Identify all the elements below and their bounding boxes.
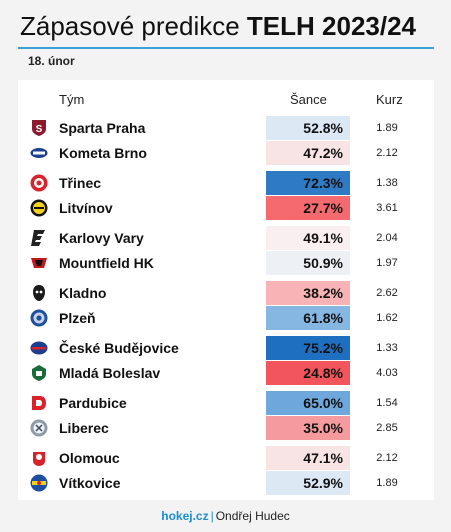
litvinov-logo-icon xyxy=(30,199,48,217)
title-underline xyxy=(18,47,434,49)
team-name: Plzeň xyxy=(59,310,96,326)
team-name: Třinec xyxy=(59,175,102,191)
team-row: Plzeň 61.8% 1.62 xyxy=(18,306,434,330)
mlada-boleslav-logo-icon xyxy=(30,364,48,382)
betting-odds: 2.12 xyxy=(376,452,398,464)
team-row: Kladno 38.2% 2.62 xyxy=(18,281,434,305)
betting-odds: 1.97 xyxy=(376,257,398,269)
team-row: Pardubice 65.0% 1.54 xyxy=(18,391,434,415)
karlovy-vary-logo-icon xyxy=(30,229,48,247)
team-row: Kometa Brno 47.2% 2.12 xyxy=(18,141,434,165)
sparta-logo-icon: S xyxy=(30,119,48,137)
kometa-logo-icon xyxy=(30,144,48,162)
team-row: České Budějovice 75.2% 1.33 xyxy=(18,336,434,360)
page-title: Zápasové predikce TELH 2023/24 xyxy=(20,10,416,42)
kladno-logo-icon xyxy=(30,284,48,302)
win-chance: 75.2% xyxy=(266,336,350,360)
betting-odds: 2.04 xyxy=(376,232,398,244)
betting-odds: 3.61 xyxy=(376,202,398,214)
team-name: Liberec xyxy=(59,420,109,436)
team-row: Třinec 72.3% 1.38 xyxy=(18,171,434,195)
header-odds: Kurz xyxy=(376,92,403,107)
betting-odds: 1.54 xyxy=(376,397,398,409)
vitkovice-logo-icon xyxy=(30,474,48,492)
team-row: Karlovy Vary 49.1% 2.04 xyxy=(18,226,434,250)
ceske-budejovice-logo-icon xyxy=(30,339,48,357)
win-chance: 24.8% xyxy=(266,361,350,385)
win-chance: 50.9% xyxy=(266,251,350,275)
win-chance: 35.0% xyxy=(266,416,350,440)
date-label: 18. únor xyxy=(28,54,75,68)
betting-odds: 1.62 xyxy=(376,312,398,324)
pardubice-logo-icon xyxy=(30,394,48,412)
betting-odds: 1.89 xyxy=(376,122,398,134)
team-name: České Budějovice xyxy=(59,340,179,356)
header-chance: Šance xyxy=(290,92,327,107)
win-chance: 47.1% xyxy=(266,446,350,470)
betting-odds: 2.12 xyxy=(376,147,398,159)
win-chance: 61.8% xyxy=(266,306,350,330)
team-row: Olomouc 47.1% 2.12 xyxy=(18,446,434,470)
win-chance: 52.9% xyxy=(266,471,350,495)
trinec-logo-icon xyxy=(30,174,48,192)
win-chance: 49.1% xyxy=(266,226,350,250)
svg-text:S: S xyxy=(36,124,43,135)
betting-odds: 1.89 xyxy=(376,477,398,489)
title-bold: TELH 2023/24 xyxy=(246,11,417,41)
team-name: Mountfield HK xyxy=(59,255,154,271)
footer-author: Ondřej Hudec xyxy=(215,509,290,523)
team-row: Vítkovice 52.9% 1.89 xyxy=(18,471,434,495)
betting-odds: 4.03 xyxy=(376,367,398,379)
team-name: Karlovy Vary xyxy=(59,230,144,246)
liberec-logo-icon xyxy=(30,419,48,437)
olomouc-logo-icon xyxy=(30,449,48,467)
predictions-table xyxy=(18,80,434,500)
team-name: Kladno xyxy=(59,285,107,301)
win-chance: 52.8% xyxy=(266,116,350,140)
betting-odds: 2.85 xyxy=(376,422,398,434)
footer-separator: | xyxy=(210,509,214,523)
title-main: Zápasové predikce xyxy=(20,11,240,41)
team-row: Liberec 35.0% 2.85 xyxy=(18,416,434,440)
win-chance: 65.0% xyxy=(266,391,350,415)
betting-odds: 1.33 xyxy=(376,342,398,354)
win-chance: 38.2% xyxy=(266,281,350,305)
win-chance: 27.7% xyxy=(266,196,350,220)
win-chance: 47.2% xyxy=(266,141,350,165)
team-name: Olomouc xyxy=(59,450,120,466)
team-row: Litvínov 27.7% 3.61 xyxy=(18,196,434,220)
team-name: Kometa Brno xyxy=(59,145,147,161)
betting-odds: 1.38 xyxy=(376,177,398,189)
team-row: Mountfield HK 50.9% 1.97 xyxy=(18,251,434,275)
footer: hokej.cz | Ondřej Hudec xyxy=(0,509,451,523)
team-name: Pardubice xyxy=(59,395,127,411)
team-name: Mladá Boleslav xyxy=(59,365,161,381)
header-team: Tým xyxy=(59,92,85,107)
team-name: Sparta Praha xyxy=(59,120,146,136)
team-row: S Sparta Praha 52.8% 1.89 xyxy=(18,116,434,140)
win-chance: 72.3% xyxy=(266,171,350,195)
team-row: Mladá Boleslav 24.8% 4.03 xyxy=(18,361,434,385)
team-name: Litvínov xyxy=(59,200,113,216)
footer-brand: hokej.cz xyxy=(161,509,209,523)
plzen-logo-icon xyxy=(30,309,48,327)
betting-odds: 2.62 xyxy=(376,287,398,299)
mountfield-logo-icon xyxy=(30,254,48,272)
team-name: Vítkovice xyxy=(59,475,121,491)
